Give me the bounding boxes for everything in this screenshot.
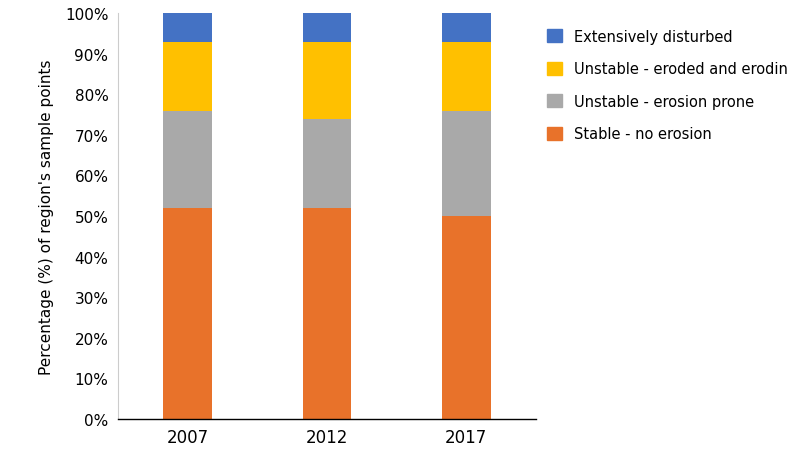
Bar [303, 208, 351, 419]
Bar [163, 208, 212, 419]
Bar [163, 111, 212, 208]
Bar [442, 14, 491, 43]
Y-axis label: Percentage (%) of region's sample points: Percentage (%) of region's sample points [39, 59, 54, 374]
Bar [303, 43, 351, 119]
Bar [442, 111, 491, 217]
Legend: Extensively disturbed, Unstable - eroded and eroding, Unstable - erosion prone, : Extensively disturbed, Unstable - eroded… [548, 30, 788, 142]
Bar [163, 43, 212, 111]
Bar [303, 119, 351, 208]
Bar [163, 14, 212, 43]
Bar [442, 217, 491, 419]
Bar [442, 43, 491, 111]
Bar [303, 14, 351, 43]
